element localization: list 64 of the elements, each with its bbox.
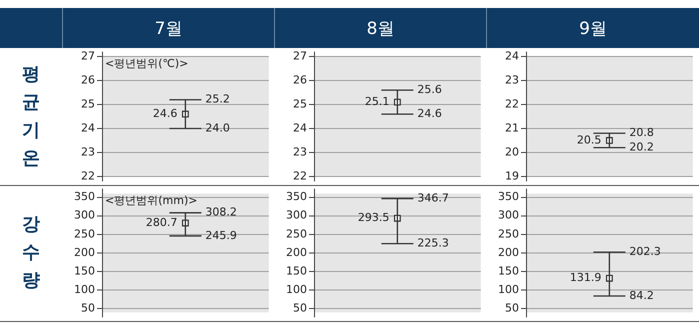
y-tick-label: 50 xyxy=(293,302,307,315)
y-tick-label: 21 xyxy=(505,121,519,134)
y-tick-label: 250 xyxy=(498,227,519,240)
data-label: 25.1 xyxy=(364,94,390,108)
y-tick-label: 20 xyxy=(505,145,519,158)
y-tick-label: 200 xyxy=(498,246,519,259)
y-tick-label: 150 xyxy=(498,264,519,278)
y-tick-label: 350 xyxy=(498,190,519,204)
y-tick-label: 100 xyxy=(286,282,307,296)
y-tick-label: 25 xyxy=(293,97,307,110)
y-tick-label: 23 xyxy=(505,73,519,86)
data-label: 20.5 xyxy=(576,133,602,146)
y-tick-label: 22 xyxy=(293,169,307,182)
annotation: 308.2 xyxy=(205,206,237,219)
y-tick-label: 24 xyxy=(293,121,307,134)
chart-title: 7월 xyxy=(62,8,274,48)
y-tick-label: 250 xyxy=(286,227,307,240)
y-tick-label: 23 xyxy=(81,145,95,158)
annotation: 346.7 xyxy=(417,191,449,204)
chart-title: 9월 xyxy=(486,8,699,48)
annotation: <평년범위(mm)> xyxy=(105,194,198,207)
y-tick-label: 22 xyxy=(81,169,95,182)
y-tick-label: 26 xyxy=(81,73,95,86)
annotation: 225.3 xyxy=(417,236,449,250)
y-tick-label: 50 xyxy=(505,302,519,315)
annotation: 24.0 xyxy=(205,121,230,134)
y-tick-label: 200 xyxy=(286,246,307,259)
data-label: 293.5 xyxy=(358,211,390,224)
y-tick-label: 250 xyxy=(74,227,95,240)
y-tick-label: 24 xyxy=(81,121,95,134)
y-tick-label: 24 xyxy=(505,49,519,62)
y-tick-label: 25 xyxy=(81,97,95,110)
chart-title: 8월 xyxy=(274,8,486,48)
y-tick-label: 150 xyxy=(286,264,307,278)
annotation: 25.2 xyxy=(205,92,230,106)
y-tick-label: 350 xyxy=(286,190,307,204)
y-tick-label: 100 xyxy=(74,282,95,296)
y-tick-label: 19 xyxy=(505,169,519,182)
annotation: 20.2 xyxy=(629,140,654,154)
data-label: 24.6 xyxy=(152,106,178,120)
y-tick-label: 27 xyxy=(293,49,307,62)
annotation: <평년범위(℃)> xyxy=(105,56,188,70)
data-label: 131.9 xyxy=(570,271,602,284)
annotation: 24.6 xyxy=(417,106,442,120)
data-label: 280.7 xyxy=(146,216,178,229)
y-tick-label: 300 xyxy=(74,208,95,222)
y-tick-label: 23 xyxy=(293,145,307,158)
annotation: 25.6 xyxy=(417,83,442,96)
y-tick-label: 50 xyxy=(81,302,95,315)
annotation: 245.9 xyxy=(205,228,237,242)
y-tick-label: 300 xyxy=(498,208,519,222)
annotation: 202.3 xyxy=(629,245,661,258)
y-tick-label: 22 xyxy=(505,97,519,110)
y-axis-title: 평균기온 xyxy=(22,62,40,170)
y-tick-label: 26 xyxy=(293,73,307,86)
annotation: 84.2 xyxy=(629,288,654,302)
y-axis-title: 강수량 xyxy=(22,213,40,293)
y-tick-label: 150 xyxy=(74,264,95,278)
y-tick-label: 300 xyxy=(286,208,307,222)
y-tick-label: 27 xyxy=(81,49,95,62)
y-tick-label: 100 xyxy=(498,282,519,296)
annotation: 20.8 xyxy=(629,126,654,140)
y-tick-label: 350 xyxy=(74,190,95,204)
y-tick-label: 200 xyxy=(74,246,95,259)
